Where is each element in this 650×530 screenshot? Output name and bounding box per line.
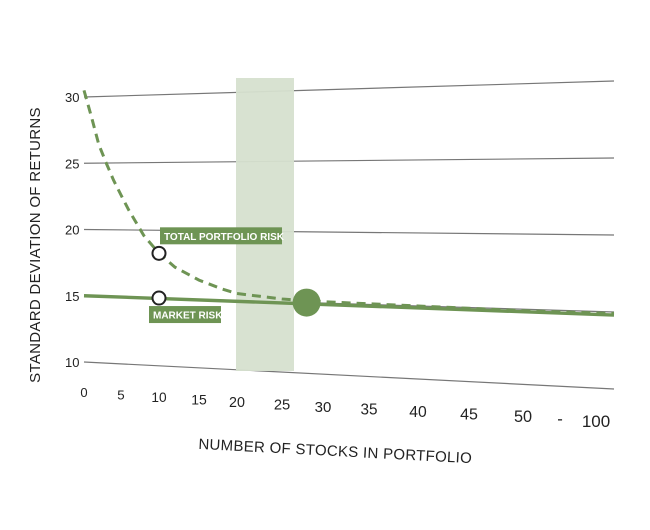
x-tick-label: - bbox=[557, 410, 563, 429]
y-tick-label: 30 bbox=[65, 90, 79, 105]
market-risk-marker bbox=[151, 290, 167, 306]
x-tick-label: 10 bbox=[151, 390, 167, 405]
x-tick-label: 30 bbox=[315, 399, 332, 416]
x-tick-label: 40 bbox=[409, 404, 427, 421]
y-tick-label: 15 bbox=[65, 289, 79, 304]
x-tick-label: 5 bbox=[117, 388, 124, 403]
market-risk-badge: MARKET RISK bbox=[149, 306, 223, 324]
annotation-label: TOTAL PORTFOLIO RISK bbox=[164, 232, 285, 243]
x-tick-label: 25 bbox=[274, 398, 290, 414]
x-tick-label: 100 bbox=[582, 412, 610, 431]
total-portfolio-risk-marker bbox=[151, 245, 167, 261]
x-tick-label: 45 bbox=[460, 407, 478, 424]
convergence-point bbox=[292, 288, 321, 317]
x-tick-label: 20 bbox=[229, 395, 245, 411]
x-tick-label: 35 bbox=[360, 402, 377, 419]
highlight-band bbox=[236, 78, 294, 371]
gridline-25 bbox=[83, 157, 615, 164]
series-layer bbox=[82, 89, 615, 317]
x-tick-label: 15 bbox=[191, 392, 207, 408]
x-tick-label: 50 bbox=[514, 408, 532, 426]
annotation-label: MARKET RISK bbox=[153, 311, 223, 322]
gridline-10 bbox=[83, 361, 615, 390]
total-portfolio-risk-badge: TOTAL PORTFOLIO RISK bbox=[160, 227, 285, 245]
x-axis-title: NUMBER OF STOCKS IN PORTFOLIO bbox=[198, 436, 473, 467]
gridline-30 bbox=[83, 80, 615, 98]
total-portfolio-risk-line bbox=[82, 89, 615, 315]
y-tick-label: 20 bbox=[65, 223, 79, 238]
y-tick-label: 25 bbox=[65, 156, 79, 171]
y-tick-label: 10 bbox=[65, 355, 79, 370]
market-risk-line bbox=[83, 294, 615, 317]
band-layer bbox=[236, 78, 294, 371]
marker-layer: TOTAL PORTFOLIO RISK MARKET RISK bbox=[149, 227, 321, 324]
y-axis-title: STANDARD DEVIATION OF RETURNS bbox=[27, 107, 44, 383]
x-tick-label: 0 bbox=[80, 385, 87, 400]
